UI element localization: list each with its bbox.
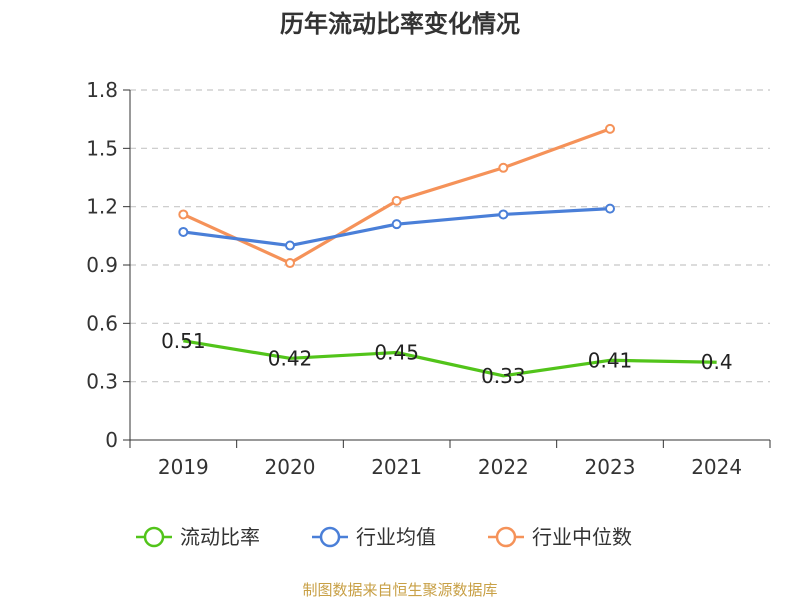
data-point bbox=[498, 209, 509, 220]
legend-item-0[interactable]: 流动比率 bbox=[136, 525, 260, 549]
series-line-0 bbox=[183, 339, 717, 378]
y-tick-label: 1.5 bbox=[86, 136, 118, 160]
data-label: 0.4 bbox=[701, 350, 733, 374]
x-tick-label: 2022 bbox=[478, 455, 529, 479]
data-point bbox=[391, 219, 402, 230]
legend-item-1[interactable]: 行业均值 bbox=[312, 525, 436, 549]
axes: 0 0.3 0.6 0.9 1.2 1.5 1.8 2019 2020 2021 2022 2023 2… bbox=[86, 78, 771, 479]
x-tick-label: 2019 bbox=[158, 455, 209, 479]
data-label: 0.51 bbox=[161, 329, 206, 353]
gridlines bbox=[130, 89, 770, 383]
x-tick-label: 2024 bbox=[691, 455, 742, 479]
chart-title: 历年流动比率变化情况 bbox=[280, 10, 520, 38]
legend-label: 行业均值 bbox=[356, 525, 436, 549]
legend-label: 行业中位数 bbox=[532, 525, 632, 549]
x-tick-label: 2021 bbox=[371, 455, 422, 479]
data-label: 0.42 bbox=[268, 346, 313, 370]
data-label: 0.41 bbox=[588, 348, 633, 372]
y-tick-label: 0 bbox=[105, 428, 118, 452]
x-tick-label: 2020 bbox=[265, 455, 316, 479]
legend-item-2[interactable]: 行业中位数 bbox=[488, 525, 632, 549]
data-point bbox=[285, 258, 295, 269]
y-tick-label: 1.8 bbox=[86, 78, 118, 102]
y-tick-label: 1.2 bbox=[86, 195, 118, 219]
data-label: 0.33 bbox=[481, 364, 526, 388]
y-tick-label: 0.9 bbox=[86, 253, 118, 277]
data-point bbox=[498, 162, 509, 173]
data-point bbox=[285, 240, 295, 251]
legend[interactable]: 流动比率 行业均值 行业中位数 bbox=[136, 525, 632, 549]
data-point bbox=[178, 226, 189, 237]
legend-marker-icon bbox=[319, 526, 341, 548]
data-point bbox=[391, 195, 402, 206]
data-point bbox=[605, 123, 615, 134]
legend-marker-icon bbox=[495, 526, 517, 548]
legend-label: 流动比率 bbox=[180, 525, 260, 549]
data-label: 0.45 bbox=[374, 341, 419, 365]
source-note: 制图数据来自恒生聚源数据库 bbox=[302, 581, 497, 599]
data-point bbox=[178, 209, 189, 220]
x-tick-label: 2023 bbox=[585, 455, 636, 479]
y-tick-label: 0.6 bbox=[86, 311, 118, 335]
series bbox=[178, 123, 717, 378]
y-tick-label: 0.3 bbox=[86, 370, 118, 394]
data-point bbox=[605, 203, 615, 214]
data-labels: 0.51 0.42 0.45 0.33 0.41 0.4 bbox=[161, 329, 733, 388]
legend-marker-icon bbox=[143, 526, 165, 548]
